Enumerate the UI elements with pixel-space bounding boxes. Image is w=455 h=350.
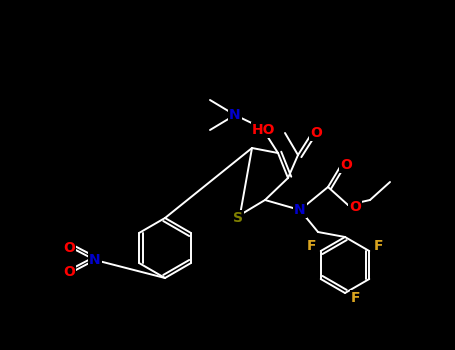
Text: O: O: [310, 126, 322, 140]
Text: F: F: [374, 238, 384, 252]
Text: N: N: [229, 108, 241, 122]
Text: O: O: [340, 158, 352, 172]
Text: F: F: [307, 238, 316, 252]
Text: O: O: [349, 200, 361, 214]
Text: HO: HO: [252, 123, 275, 137]
Text: O: O: [63, 241, 75, 255]
Text: F: F: [350, 291, 360, 305]
Text: S: S: [233, 211, 243, 225]
Text: O: O: [63, 265, 75, 279]
Text: N: N: [294, 203, 306, 217]
Text: N: N: [89, 253, 101, 267]
